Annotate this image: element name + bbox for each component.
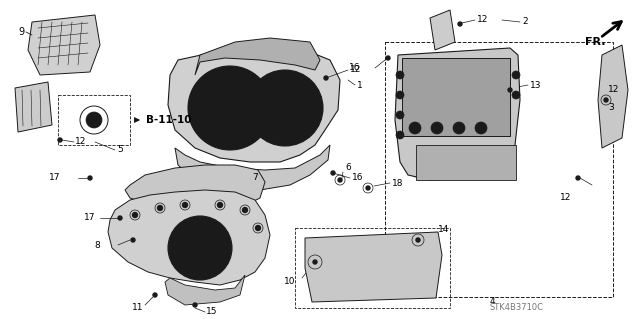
Circle shape [512,71,520,79]
Circle shape [243,207,248,212]
Text: B-11-10: B-11-10 [146,115,191,125]
Text: 12: 12 [75,137,86,146]
Bar [385,42,613,297]
Text: 2: 2 [522,18,527,26]
Circle shape [88,176,92,180]
Text: 8: 8 [94,241,100,249]
Text: 12: 12 [608,85,620,94]
Text: 14: 14 [438,226,449,234]
Circle shape [396,91,404,99]
Circle shape [265,88,305,128]
Circle shape [193,303,197,307]
Circle shape [604,98,608,102]
Text: 7: 7 [252,173,258,182]
Circle shape [200,78,260,138]
Polygon shape [168,50,340,162]
Circle shape [168,216,232,280]
Circle shape [218,203,223,207]
Text: 15: 15 [206,308,218,316]
Circle shape [338,178,342,182]
Circle shape [576,176,580,180]
Polygon shape [305,232,442,302]
Circle shape [416,238,420,242]
Circle shape [176,224,224,272]
Text: 18: 18 [392,179,403,188]
Circle shape [118,216,122,220]
Text: 16: 16 [352,174,364,182]
Circle shape [247,70,323,146]
Text: 9: 9 [18,27,24,37]
Circle shape [157,205,163,211]
Polygon shape [430,10,455,50]
Circle shape [206,84,254,132]
Polygon shape [598,45,628,148]
Circle shape [313,260,317,264]
Text: FR.: FR. [585,37,605,47]
Circle shape [396,111,404,119]
Circle shape [153,293,157,297]
Circle shape [396,131,404,139]
Circle shape [409,122,421,134]
Bar [58,95,130,145]
Polygon shape [28,15,100,75]
Polygon shape [125,165,265,212]
Text: 10: 10 [284,278,295,286]
Bar [416,145,516,180]
Circle shape [386,56,390,60]
Text: 11: 11 [132,303,143,313]
Circle shape [131,238,135,242]
Text: 12: 12 [560,194,572,203]
Polygon shape [175,145,330,190]
Circle shape [255,226,260,231]
Circle shape [324,76,328,80]
Circle shape [58,138,62,142]
Text: 17: 17 [49,174,60,182]
Circle shape [182,203,188,207]
Text: 6: 6 [345,164,351,173]
Circle shape [512,91,520,99]
Circle shape [475,122,487,134]
Circle shape [253,76,317,140]
Circle shape [396,71,404,79]
Text: 5: 5 [117,145,123,154]
Text: 17: 17 [83,213,95,222]
Polygon shape [108,190,270,285]
Circle shape [366,186,370,190]
Polygon shape [195,38,320,75]
Text: 3: 3 [608,103,614,113]
Circle shape [188,66,272,150]
Text: 1: 1 [357,80,363,90]
Bar [402,58,510,136]
Circle shape [259,82,311,134]
Text: 13: 13 [530,80,541,90]
Polygon shape [165,275,245,305]
Text: 4: 4 [490,298,495,307]
Circle shape [86,112,102,128]
Text: 16: 16 [349,63,360,72]
Circle shape [453,122,465,134]
Circle shape [508,88,512,92]
Circle shape [431,122,443,134]
Circle shape [331,171,335,175]
Text: STK4B3710C: STK4B3710C [490,303,544,313]
Bar [295,228,450,308]
Polygon shape [15,82,52,132]
Circle shape [458,22,462,26]
Text: 12: 12 [350,65,362,75]
Polygon shape [395,48,520,180]
Circle shape [132,212,138,218]
Circle shape [194,72,266,144]
Text: 12: 12 [477,16,488,25]
